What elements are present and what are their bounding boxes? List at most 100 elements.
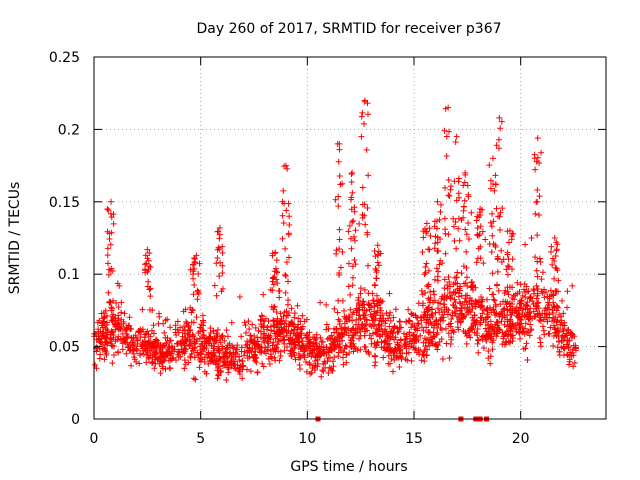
data-point	[119, 346, 126, 353]
data-point	[541, 294, 548, 301]
spike-point	[535, 211, 542, 218]
data-point	[283, 332, 290, 339]
data-point	[427, 232, 434, 239]
data-point	[152, 360, 159, 367]
data-point	[194, 349, 201, 356]
data-point	[95, 333, 102, 340]
spike-point	[374, 259, 381, 266]
y-tick-label: 0.1	[58, 267, 80, 283]
spike-point	[214, 228, 221, 235]
spike-point	[477, 223, 484, 230]
data-point	[420, 351, 427, 358]
data-point	[418, 357, 425, 364]
data-point	[115, 315, 122, 322]
spike-point	[373, 292, 380, 299]
data-point	[157, 370, 164, 377]
spike-point	[424, 282, 431, 289]
data-point	[274, 341, 281, 348]
data-point	[94, 319, 101, 326]
data-point	[362, 312, 369, 319]
data-point	[172, 326, 179, 333]
data-point	[298, 335, 305, 342]
data-point	[278, 337, 285, 344]
data-point	[162, 365, 169, 372]
data-point	[93, 336, 100, 343]
data-point	[447, 283, 454, 290]
axis-ticks	[93, 56, 606, 420]
spike-point	[426, 225, 433, 232]
data-point	[181, 365, 188, 372]
data-point	[123, 330, 130, 337]
spike-point	[364, 262, 371, 269]
spike-point	[486, 162, 493, 169]
data-point	[353, 309, 360, 316]
spike-point	[364, 204, 371, 211]
spike-peak-point	[108, 198, 115, 205]
data-point	[181, 342, 188, 349]
data-point	[424, 306, 431, 313]
data-point	[346, 350, 353, 357]
spike-point	[437, 208, 444, 215]
data-point	[320, 368, 327, 375]
data-point	[471, 312, 478, 319]
data-point	[129, 342, 136, 349]
data-point	[384, 341, 391, 348]
data-point	[320, 361, 327, 368]
data-point	[167, 357, 174, 364]
spike-point	[504, 288, 511, 295]
data-point	[303, 368, 310, 375]
spike-point	[493, 142, 500, 149]
data-point	[397, 318, 404, 325]
data-point	[359, 298, 366, 305]
data-point	[450, 328, 457, 335]
data-point	[478, 315, 485, 322]
data-point	[442, 325, 449, 332]
data-point	[523, 329, 530, 336]
spike-point	[552, 253, 559, 260]
data-point	[340, 354, 347, 361]
data-point	[154, 337, 161, 344]
spike-point	[219, 269, 226, 276]
spike-point	[422, 290, 429, 297]
data-point	[550, 322, 557, 329]
data-point	[437, 316, 444, 323]
spike-point	[374, 309, 381, 316]
spike-point	[453, 274, 460, 281]
spike-point	[536, 193, 543, 200]
spike-peak-point	[507, 227, 513, 234]
data-point	[236, 371, 243, 378]
data-point	[342, 326, 349, 333]
data-point	[168, 343, 175, 350]
spike-point	[489, 270, 496, 277]
data-point	[339, 337, 346, 344]
data-point	[105, 271, 112, 278]
data-point	[438, 326, 445, 333]
data-point	[232, 365, 239, 372]
spike-point	[420, 234, 427, 241]
spike-point	[443, 153, 450, 160]
spike-point	[189, 262, 196, 269]
spike-point	[538, 149, 545, 156]
data-point	[253, 359, 260, 366]
data-point	[329, 358, 336, 365]
data-point	[291, 314, 298, 321]
data-point	[571, 359, 578, 366]
data-point	[96, 336, 103, 343]
data-point	[566, 358, 573, 365]
spike-peak-point	[496, 114, 503, 121]
data-point	[307, 347, 314, 354]
data-point	[557, 321, 564, 328]
data-point	[570, 363, 577, 370]
data-point	[376, 321, 383, 328]
data-point	[257, 316, 264, 323]
spike-point	[377, 297, 384, 304]
data-point	[505, 323, 512, 330]
data-point	[200, 319, 207, 326]
data-point	[307, 370, 314, 377]
data-point	[474, 325, 481, 332]
spike-point	[335, 193, 342, 200]
spike-point	[490, 240, 497, 247]
data-point	[92, 361, 99, 368]
data-point	[351, 256, 358, 263]
